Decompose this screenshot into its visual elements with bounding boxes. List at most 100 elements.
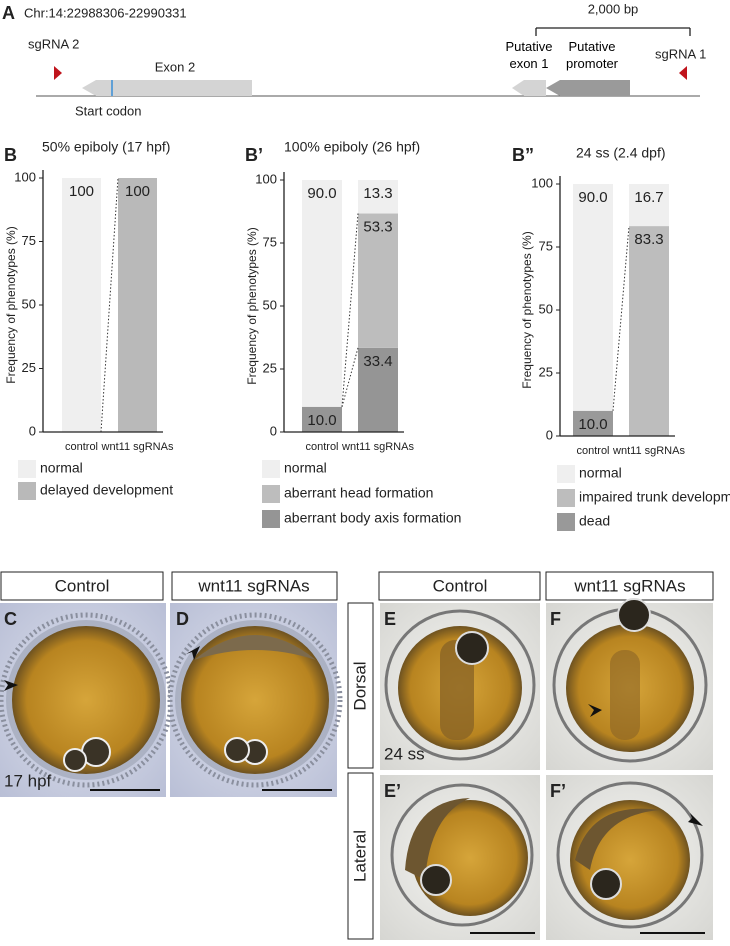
panel-letter: F’	[550, 781, 566, 801]
value-label: 13.3	[363, 185, 392, 202]
panel-header: wnt11 sgRNAs	[197, 576, 309, 595]
bar-segment	[573, 410, 613, 436]
x-tick-label: control	[65, 441, 98, 453]
panel-letter: C	[4, 609, 17, 629]
bar-segment	[358, 180, 398, 214]
bar-segment	[62, 178, 101, 432]
y-tick-label: 25	[539, 364, 553, 379]
legend-label: normal	[579, 465, 622, 481]
connector	[341, 347, 359, 407]
panel-letter: F	[550, 609, 561, 629]
y-axis-label: Frequency of phenotypes (%)	[4, 226, 18, 383]
oil-droplet	[617, 598, 651, 632]
legend-label: dead	[579, 513, 610, 529]
y-tick-label: 75	[263, 234, 277, 249]
legend-label: aberrant head formation	[284, 485, 433, 501]
view-box	[347, 602, 374, 769]
stage-label: 24 ss	[384, 744, 425, 763]
x-tick-label: wnt11 sgRNAs	[341, 441, 414, 453]
bar-segment	[629, 226, 669, 436]
value-label: 33.4	[363, 353, 392, 370]
bar-segment	[573, 184, 613, 411]
bar-segment	[358, 347, 398, 432]
y-tick-label: 50	[263, 297, 277, 312]
y-tick-label: 50	[22, 296, 36, 311]
bar-segment	[118, 178, 157, 432]
start-codon-label: Start codon	[75, 103, 142, 118]
panel-header: Control	[433, 576, 488, 595]
panel-letter: E	[384, 609, 396, 629]
embryo-body	[405, 798, 470, 880]
panel-letter: B’	[245, 145, 263, 165]
exon	[512, 80, 546, 96]
legend-swatch	[557, 465, 575, 483]
view-box	[347, 772, 374, 940]
chorion	[556, 781, 704, 929]
value-label: 10.0	[307, 412, 336, 429]
scale-label: 2,000 bp	[588, 1, 639, 16]
view-label: Dorsal	[350, 661, 369, 710]
arrowhead	[688, 813, 703, 826]
exon-label: Putative exon 1	[505, 39, 553, 71]
panel-header: wnt11 sgRNAs	[573, 576, 685, 595]
x-tick-label: wnt11 sgRNAs	[101, 441, 174, 453]
legend-swatch	[18, 460, 36, 478]
blastoderm	[194, 635, 316, 660]
arrowhead	[4, 680, 18, 691]
y-tick-label: 0	[270, 423, 277, 438]
panel-letter: A	[2, 3, 15, 23]
oil-droplet	[455, 631, 489, 665]
value-label: 53.3	[363, 218, 392, 235]
header-box	[378, 571, 541, 601]
chorion	[167, 612, 343, 788]
stage-label: 17 hpf	[4, 771, 52, 790]
y-tick-label: 100	[14, 169, 36, 184]
panel-header: Control	[55, 576, 110, 595]
header-box	[545, 571, 714, 601]
y-tick-label: 0	[29, 423, 36, 438]
oil-droplet	[63, 748, 87, 772]
value-label: 100	[69, 183, 94, 200]
sgrna-marker	[679, 66, 687, 80]
sgrna-label: sgRNA 1	[655, 46, 706, 61]
chorion	[390, 783, 534, 927]
y-tick-label: 25	[22, 360, 36, 375]
image-panels	[0, 571, 714, 940]
y-axis-label: Frequency of phenotypes (%)	[520, 231, 534, 388]
value-label: 90.0	[578, 189, 607, 206]
exon	[82, 80, 252, 96]
promoter-label-box: Putative promoter	[565, 39, 619, 71]
header-box	[171, 571, 338, 601]
oil-droplet	[590, 868, 622, 900]
sgrna-marker	[54, 66, 62, 80]
locus: Chr:14:22988306-22990331	[24, 5, 187, 20]
arrowhead	[186, 646, 200, 660]
legend-swatch	[18, 482, 36, 500]
connector	[341, 213, 359, 407]
y-tick-label: 100	[531, 175, 553, 190]
y-tick-label: 100	[255, 171, 277, 186]
view-label: Lateral	[350, 830, 369, 882]
value-label: 83.3	[634, 231, 663, 248]
bar-segment	[302, 406, 342, 432]
embryo-body	[575, 808, 660, 870]
legend-label: normal	[40, 460, 83, 476]
bar-segment	[358, 213, 398, 348]
panel-letter: D	[176, 609, 189, 629]
y-tick-label: 25	[263, 360, 277, 375]
promoter	[546, 80, 630, 96]
promoter-label: Putative promoter	[565, 39, 619, 71]
chart-title: 50% epiboly (17 hpf)	[42, 139, 170, 155]
embryo	[12, 626, 160, 774]
panel-letter: B	[4, 145, 17, 165]
sgrna-label: sgRNA 2	[28, 36, 79, 51]
y-tick-label: 0	[546, 427, 553, 442]
chart-title: 24 ss (2.4 dpf)	[576, 145, 666, 161]
y-tick-label: 50	[539, 301, 553, 316]
y-axis-label: Frequency of phenotypes (%)	[245, 227, 259, 384]
connector	[612, 226, 630, 411]
legend-swatch	[262, 485, 280, 503]
embryo-body	[440, 640, 474, 740]
value-label: 100	[125, 183, 150, 200]
